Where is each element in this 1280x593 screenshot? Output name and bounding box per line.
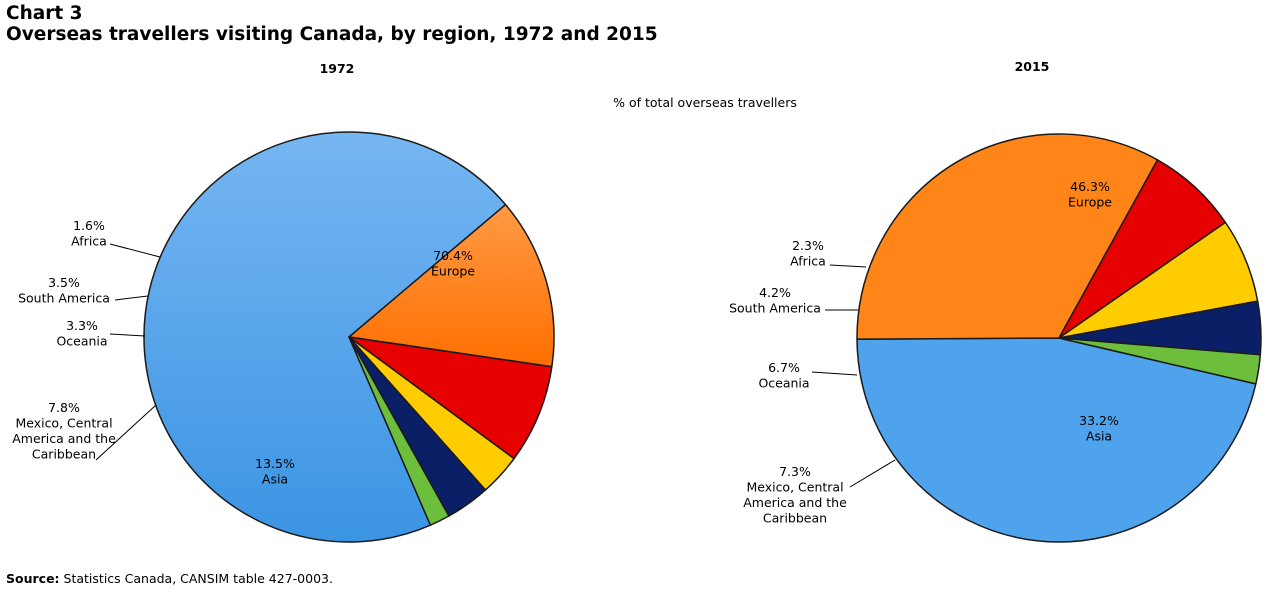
pie-2015: 46.3% Europe 33.2% Asia 7.3% Mexico, Central A…	[729, 133, 1262, 543]
chart-title: Overseas travellers visiting Canada, by …	[6, 24, 658, 45]
leader-line-2015-africa	[829, 264, 867, 268]
leader-line-1972-oceania	[109, 333, 146, 337]
slice-label-2015-asia: 33.2% Asia	[1079, 413, 1119, 444]
pie-title-1972: 1972	[319, 61, 355, 76]
leader-line-2015-oceania	[811, 371, 858, 376]
pie-slice-2015-europe	[856, 337, 1257, 543]
slice-label-2015-south-america: 4.2% South America	[729, 285, 821, 316]
source-label: Source:	[6, 571, 60, 586]
slice-label-2015-africa: 2.3% Africa	[790, 238, 826, 269]
pie-1972: 70.4% Europe 13.5% Asia 7.8% Mexico, Central A…	[12, 131, 555, 543]
leader-line-1972-mexico-central-america-and-the-caribbean	[95, 404, 157, 461]
slice-label-1972-south-america: 3.5% South America	[18, 275, 110, 306]
slice-label-2015-oceania: 6.7% Oceania	[758, 360, 809, 391]
slice-label-1972-mexico-central-america-and-the-caribbean: 7.8% Mexico, Central America and the Caribb…	[12, 400, 116, 462]
source-text: Statistics Canada, CANSIM table 427-0003…	[63, 571, 333, 586]
slice-label-2015-mexico-central-america-and-the-caribbean: 7.3% Mexico, Central America and the Caribb…	[743, 464, 847, 526]
leader-line-2015-mexico-central-america-and-the-caribbean	[849, 459, 896, 488]
pie-slice-2015-asia	[856, 133, 1159, 340]
slice-label-1972-oceania: 3.3% Oceania	[56, 318, 107, 349]
leader-line-1972-africa	[109, 243, 161, 258]
slice-label-1972-asia: 13.5% Asia	[255, 456, 295, 487]
pie-slice-2015-africa	[1058, 337, 1262, 385]
unit-label: % of total overseas travellers	[613, 95, 797, 110]
pie-title-2015: 2015	[1014, 59, 1050, 74]
pie-slice-1972-asia	[348, 203, 555, 368]
pie-slice-1972-africa	[348, 336, 450, 526]
leader-line-1972-south-america	[114, 295, 149, 301]
slice-label-1972-africa: 1.6% Africa	[71, 218, 107, 249]
pie-slice-1972-mexico-central-america-and-the-caribbean	[348, 336, 553, 460]
source-note: Source: Statistics Canada, CANSIM table …	[6, 571, 333, 586]
slice-label-1972-europe: 70.4% Europe	[431, 248, 475, 279]
pie-slice-1972-europe	[143, 131, 507, 543]
chart-number: Chart 3	[6, 3, 83, 24]
slice-label-2015-europe: 46.3% Europe	[1068, 179, 1112, 210]
